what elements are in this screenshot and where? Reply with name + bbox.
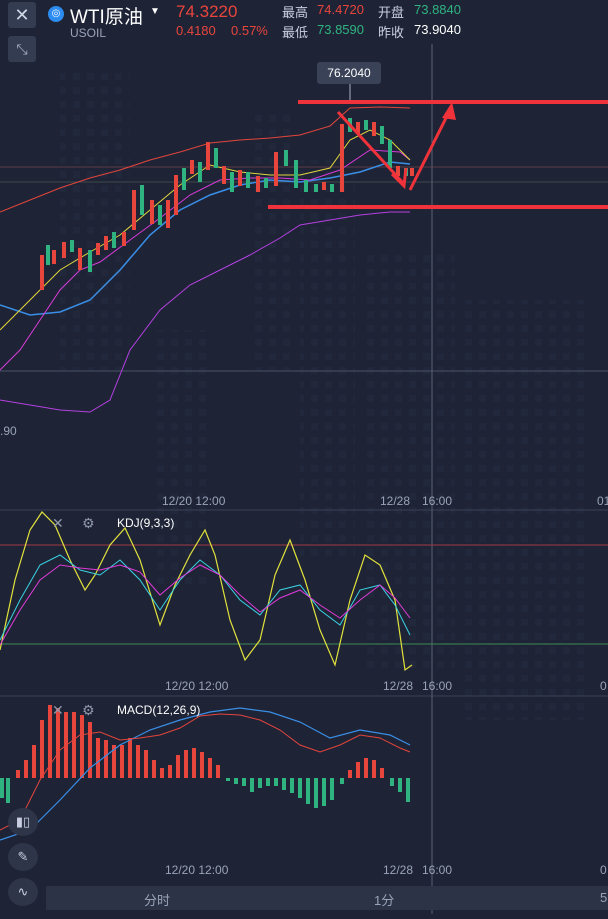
high-label: 最高 xyxy=(282,5,309,20)
time-label: 0 xyxy=(600,679,607,693)
chevron-down-icon[interactable]: ▼ xyxy=(150,6,160,17)
prev-close-label: 昨收 xyxy=(378,25,405,40)
kdj-k-line xyxy=(0,554,411,641)
time-label: 16:00 xyxy=(422,679,453,693)
tab-1min[interactable]: 1分 xyxy=(374,893,395,908)
indicator-icon[interactable]: ∿ xyxy=(8,878,38,906)
high-value: 74.4720 xyxy=(317,2,364,17)
header: ✕ ◎ WTI原油 ▼ USOIL 74.3220 0.4180 0.57% 最… xyxy=(0,0,608,44)
price-change-percent: 0.57% xyxy=(231,23,268,38)
candlesticks xyxy=(40,118,414,290)
close-icon[interactable]: ✕ xyxy=(52,515,64,531)
low-value: 73.8590 xyxy=(317,22,364,37)
kdj-j-line xyxy=(0,511,413,672)
symbol-badge-icon: ◎ xyxy=(48,6,64,22)
close-button[interactable]: ✕ xyxy=(8,2,36,28)
time-label: 12/20 12:00 xyxy=(165,679,229,693)
gear-icon[interactable]: ⚙ xyxy=(82,515,95,531)
low-label: 最低 xyxy=(282,25,309,40)
time-label: 12/20 12:00 xyxy=(162,494,226,508)
boll-lower-line xyxy=(0,211,410,413)
ma-blue-line xyxy=(0,161,411,316)
time-label: 01 xyxy=(597,494,608,508)
time-label: 12/28 xyxy=(380,494,411,508)
ma-magenta-line xyxy=(0,149,411,371)
macd-dif-line xyxy=(0,713,411,831)
time-label: 0 xyxy=(600,863,607,877)
open-value: 73.8840 xyxy=(414,2,461,17)
kdj-d-line xyxy=(0,564,411,646)
price-tooltip: 76.2040 xyxy=(317,62,381,84)
time-label: 16:00 xyxy=(422,863,453,877)
symbol-code: USOIL xyxy=(70,26,107,40)
last-price: 74.3220 xyxy=(176,2,238,21)
tab-5min[interactable]: 5 xyxy=(600,890,608,905)
close-icon[interactable]: ✕ xyxy=(52,702,64,718)
pen-draw-icon[interactable]: ✎ xyxy=(8,843,38,871)
time-label: 16:00 xyxy=(422,494,453,508)
macd-dea-line xyxy=(0,707,411,841)
time-label: 12/20 12:00 xyxy=(165,863,229,877)
expand-icon[interactable]: ⤡ xyxy=(8,36,36,62)
open-label: 开盘 xyxy=(378,5,405,20)
macd-histogram xyxy=(0,705,410,808)
gear-icon[interactable]: ⚙ xyxy=(82,702,95,718)
symbol-name[interactable]: WTI原油 xyxy=(70,7,143,28)
y-axis-partial-label: .90 xyxy=(0,424,17,438)
drawing-annotations[interactable] xyxy=(268,100,608,209)
prev-close-value: 73.9040 xyxy=(414,22,461,37)
time-label: 12/28 xyxy=(383,679,414,693)
time-label: 12/28 xyxy=(383,863,414,877)
macd-label: MACD(12,26,9) xyxy=(117,703,201,717)
candle-type-icon[interactable]: ▮▯ xyxy=(8,808,38,836)
timeframe-bar: 分时 1分 5 xyxy=(46,886,608,910)
tab-timeshare[interactable]: 分时 xyxy=(144,893,171,908)
price-change: 0.4180 xyxy=(176,23,216,38)
kdj-label: KDJ(9,3,3) xyxy=(117,516,175,530)
